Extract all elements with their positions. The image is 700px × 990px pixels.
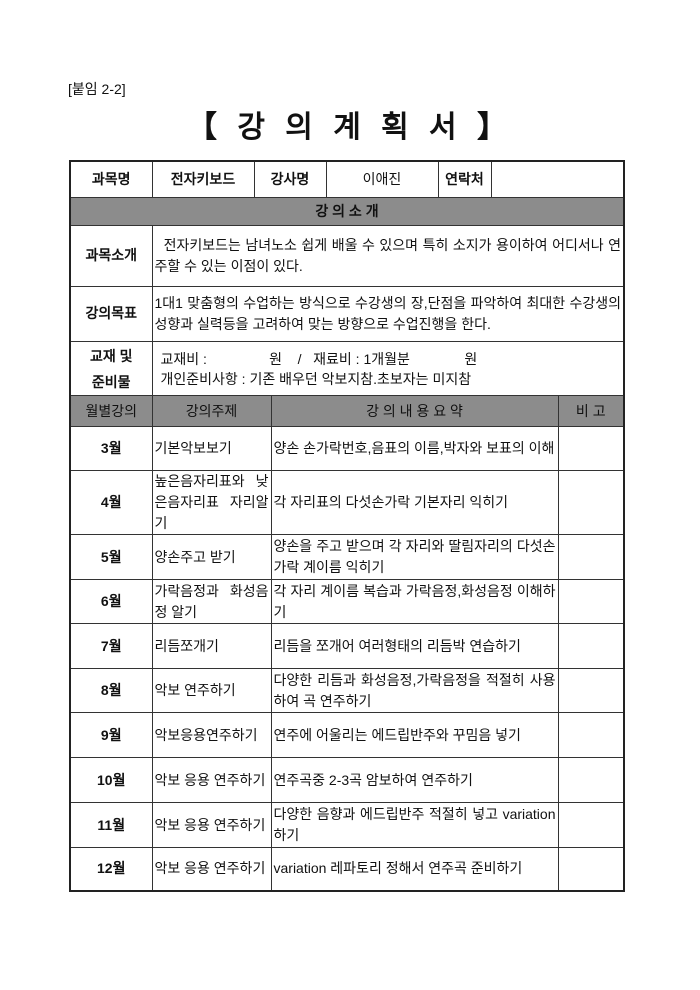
contact-label: 연락처 [437, 160, 492, 198]
summary-cell: 각 자리 계이름 복습과 가락음정,화성음정 이해하기 [270, 579, 559, 624]
summary-cell: variation 레파토리 정해서 연주곡 준비하기 [270, 847, 559, 891]
table-row: 5월 양손주고 받기 양손을 주고 받으며 각 자리와 딸림자리의 다섯손가락 계이… [69, 534, 625, 580]
note-cell [557, 668, 625, 713]
note-cell [557, 847, 625, 891]
course-info-row: 과목명 전자키보드 강사명 이애진 연락처 [69, 160, 625, 198]
table-row: 12월 악보 응용 연주하기 variation 레파토리 정해서 연주곡 준비하기 [69, 847, 625, 891]
summary-cell: 각 자리표의 다섯손가락 기본자리 익히기 [270, 470, 559, 535]
topic-cell: 리듬쪼개기 [151, 623, 272, 669]
summary-cell: 다양한 음향과 에드립반주 적절히 넣고 variation 하기 [270, 802, 559, 848]
page-title: 【 강 의 계 획 서 】 [186, 111, 513, 144]
goal-text: 1대1 맞춤형의 수업하는 방식으로 수강생의 장,단점을 파악하여 최대한 수… [151, 285, 625, 342]
topic-cell: 기본악보보기 [151, 426, 272, 471]
table-row: 3월 기본악보보기 양손 손가락번호,음표의 이름,박자와 보표의 이해 [69, 426, 625, 471]
note-cell [557, 579, 625, 624]
month-cell: 12월 [69, 847, 153, 891]
table-row: 8월 악보 연주하기 다양한 리듬과 화성음정,가락음정을 적절히 사용하여 곡 연… [69, 668, 625, 713]
table-row: 11월 악보 응용 연주하기 다양한 음향과 에드립반주 적절히 넣고 variat… [69, 802, 625, 848]
month-cell: 5월 [69, 534, 153, 580]
topic-cell: 가락음정과 화성음정 알기 [151, 579, 272, 624]
schedule-header-row: 월별강의 강의주제 강 의 내 용 요 약 비 고 [69, 395, 625, 427]
table-row: 6월 가락음정과 화성음정 알기 각 자리 계이름 복습과 가락음정,화성음정 이해… [69, 579, 625, 624]
materials-cost: 교재비 : 원 / 재료비 : 1개월분 원 [160, 350, 478, 367]
month-cell: 7월 [69, 623, 153, 669]
course-info-table: 과목명 전자키보드 강사명 이애진 연락처 강 의 소 개 과목소개 전자키보드… [69, 160, 625, 397]
topic-cell: 높은음자리표와 낮은음자리표 자리알기 [151, 470, 272, 535]
month-cell: 4월 [69, 470, 153, 535]
table-row: 9월 악보응용연주하기 연주에 어울리는 에드립반주와 꾸밈음 넣기 [69, 712, 625, 758]
header-note: 비 고 [557, 395, 625, 427]
topic-cell: 악보 응용 연주하기 [151, 802, 272, 848]
summary-cell: 양손 손가락번호,음표의 이름,박자와 보표의 이해 [270, 426, 559, 471]
intro-label: 과목소개 [69, 224, 153, 287]
materials-label-line2: 준비물 [91, 373, 131, 390]
note-cell [557, 802, 625, 848]
summary-cell: 연주에 어울리는 에드립반주와 꾸밈음 넣기 [270, 712, 559, 758]
note-cell [557, 757, 625, 803]
month-cell: 3월 [69, 426, 153, 471]
note-cell [557, 623, 625, 669]
table-row: 4월 높은음자리표와 낮은음자리표 자리알기 각 자리표의 다섯손가락 기본자리 익… [69, 470, 625, 535]
note-cell [557, 712, 625, 758]
materials-label-line1: 교재 및 [89, 347, 133, 364]
contact-value [490, 160, 625, 198]
month-cell: 10월 [69, 757, 153, 803]
course-label: 과목명 [69, 160, 153, 198]
instructor-value: 이애진 [325, 160, 439, 198]
month-cell: 6월 [69, 579, 153, 624]
note-cell [557, 470, 625, 535]
materials-content: 교재비 : 원 / 재료비 : 1개월분 원 개인준비사항 : 기존 배우던 악… [151, 340, 625, 397]
month-cell: 9월 [69, 712, 153, 758]
topic-cell: 악보 응용 연주하기 [151, 847, 272, 891]
note-cell [557, 534, 625, 580]
attachment-label: [붙임 2-2] [68, 81, 126, 97]
summary-cell: 다양한 리듬과 화성음정,가락음정을 적절히 사용하여 곡 연주하기 [270, 668, 559, 713]
goal-label: 강의목표 [69, 285, 153, 342]
summary-cell: 연주곡중 2-3곡 암보하여 연주하기 [270, 757, 559, 803]
intro-text: 전자키보드는 남녀노소 쉽게 배울 수 있으며 특히 소지가 용이하여 어디서나… [151, 224, 625, 287]
table-row: 7월 리듬쪼개기 리듬을 쪼개어 여러형태의 리듬박 연습하기 [69, 623, 625, 669]
instructor-label: 강사명 [253, 160, 327, 198]
topic-cell: 악보 응용 연주하기 [151, 757, 272, 803]
materials-label: 교재 및 준비물 [69, 340, 153, 397]
header-month: 월별강의 [69, 395, 153, 427]
month-cell: 11월 [69, 802, 153, 848]
topic-cell: 악보 연주하기 [151, 668, 272, 713]
section-title: 강 의 소 개 [69, 196, 625, 226]
table-row: 10월 악보 응용 연주하기 연주곡중 2-3곡 암보하여 연주하기 [69, 757, 625, 803]
summary-cell: 리듬을 쪼개어 여러형태의 리듬박 연습하기 [270, 623, 559, 669]
materials-personal: 개인준비사항 : 기존 배우던 악보지참.초보자는 미지참 [160, 370, 472, 387]
schedule-table: 월별강의 강의주제 강 의 내 용 요 약 비 고 3월 기본악보보기 양손 손가락… [69, 395, 625, 892]
topic-cell: 양손주고 받기 [151, 534, 272, 580]
month-cell: 8월 [69, 668, 153, 713]
topic-cell: 악보응용연주하기 [151, 712, 272, 758]
course-value: 전자키보드 [151, 160, 255, 198]
header-topic: 강의주제 [151, 395, 272, 427]
note-cell [557, 426, 625, 471]
header-summary: 강 의 내 용 요 약 [270, 395, 559, 427]
summary-cell: 양손을 주고 받으며 각 자리와 딸림자리의 다섯손가락 계이름 익히기 [270, 534, 559, 580]
